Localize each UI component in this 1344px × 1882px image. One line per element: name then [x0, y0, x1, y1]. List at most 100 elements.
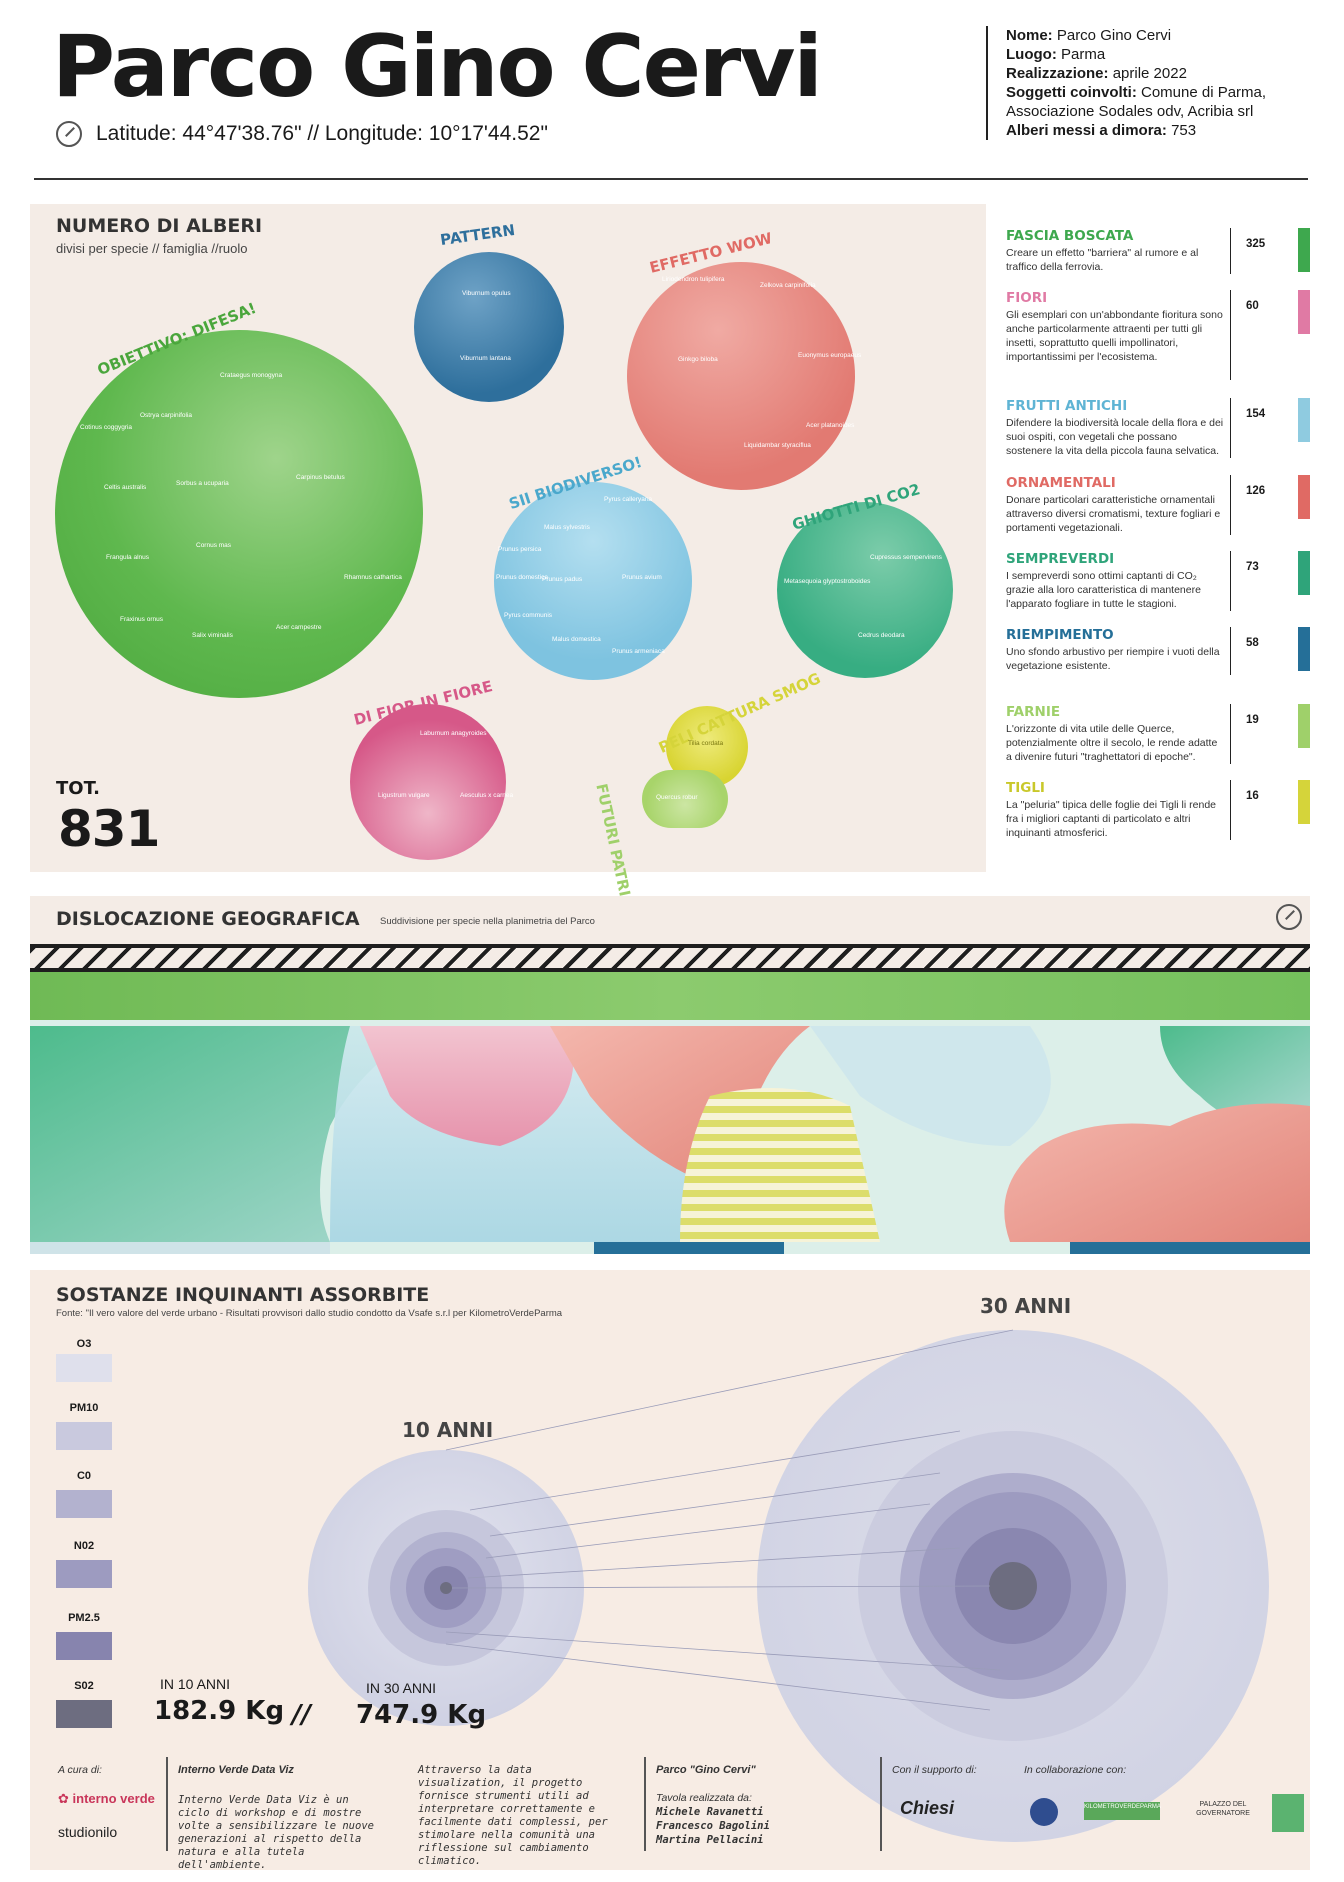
author-0: Michele Ravanetti	[656, 1806, 764, 1818]
ivdv-text-body: Interno Verde Data Viz è un ciclo di wor…	[178, 1794, 374, 1871]
woodland-band	[30, 972, 1310, 1020]
collab-logo-round	[1030, 1798, 1058, 1826]
label-30-years: 30 ANNI	[980, 1294, 1072, 1318]
compass-icon	[56, 121, 82, 147]
total-label: TOT.	[56, 778, 100, 799]
legend-divider	[1230, 398, 1231, 458]
map-area-fiori	[360, 1026, 574, 1146]
tavola-title: Parco "Gino Cervi"	[656, 1764, 756, 1776]
in10-value: 182.9 Kg	[154, 1696, 285, 1726]
legend-item: FIORI Gli esemplari con un'abbondante fi…	[1006, 290, 1326, 380]
meta-value: 753	[1171, 122, 1197, 139]
connector-lines	[445, 1329, 1014, 1711]
legend-item: TIGLI La "peluria" tipica delle foglie d…	[1006, 780, 1326, 840]
chiesi-logo: Chiesi	[900, 1798, 955, 1818]
geo-subtitle: Suddivisione per specie nella planimetri…	[380, 916, 595, 927]
species-label: Acer campestre	[276, 624, 322, 631]
legend-divider	[1230, 627, 1231, 675]
pollutant-label: PM2.5	[68, 1612, 100, 1624]
footer-divider	[166, 1757, 168, 1851]
species-label: Acer platanoides	[806, 422, 855, 429]
meta-label: Luogo:	[1006, 46, 1057, 63]
legend-value: 58	[1246, 637, 1259, 649]
tavola-by: Tavola realizzata da:	[656, 1792, 752, 1804]
species-label: Prunus persica	[498, 546, 542, 553]
species-label: Viburnum lantana	[460, 355, 511, 362]
ivdv-text: Interno Verde Data Viz è un ciclo di wor…	[178, 1794, 374, 1872]
legend-value: 60	[1246, 300, 1259, 312]
legend-title: FARNIE	[1006, 704, 1061, 720]
species-label: Metasequoia glyptostroboides	[784, 578, 871, 585]
legend-desc: I sempreverdi sono ottimi captanti di CO…	[1006, 570, 1201, 610]
total-value: 831	[58, 800, 160, 858]
pollutants-source: Fonte: "Il vero valore del verde urbano …	[56, 1308, 563, 1319]
species-label: Prunus domestica	[496, 574, 549, 581]
pollutant-label: O3	[76, 1338, 92, 1350]
legend-title: FIORI	[1006, 290, 1048, 306]
legend-desc: Uno sfondo arbustivo per riempire i vuot…	[1006, 646, 1220, 672]
map-area-ornamentali	[550, 1026, 810, 1176]
dataviz-text-body: Attraverso la data visualization, il pro…	[418, 1764, 608, 1867]
meta-value: aprile 2022	[1112, 65, 1187, 82]
dataviz-text: Attraverso la data visualization, il pro…	[418, 1764, 614, 1868]
species-label: Cedrus deodara	[858, 632, 905, 639]
species-label: Liquidambar styraciflua	[744, 442, 811, 449]
legend-title: FASCIA BOSCATA	[1006, 228, 1134, 244]
credits-label: A cura di:	[58, 1764, 102, 1776]
species-label: Fraxinus ornus	[120, 616, 163, 623]
legend-title: RIEMPIMENTO	[1006, 627, 1114, 643]
map-strip	[30, 1242, 330, 1254]
legend-desc: Creare un effetto "barriera" al rumore e…	[1006, 247, 1199, 273]
species-label: Liriodendron tulipifera	[662, 276, 725, 283]
ivdv-title: Interno Verde Data Viz	[178, 1764, 294, 1776]
legend-divider	[1230, 475, 1231, 535]
pollutant-label: C0	[76, 1470, 92, 1482]
footer-divider	[644, 1757, 646, 1851]
page-title: Parco Gino Cervi	[52, 17, 823, 117]
meta-value: Comune di Parma, Associazione Sodales od…	[1006, 84, 1267, 120]
species-label: Aesculus x carnea	[460, 792, 514, 799]
species-label: Carpinus betulus	[296, 474, 345, 481]
author-name: Martina Pellacini	[656, 1834, 763, 1847]
legend-item: SEMPREVERDI I sempreverdi sono ottimi ca…	[1006, 551, 1326, 611]
in30-label: IN 30 ANNI	[366, 1680, 437, 1696]
legend-desc: Gli esemplari con un'abbondante fioritur…	[1006, 309, 1223, 363]
legend-desc: Donare particolari caratteristiche ornam…	[1006, 494, 1221, 534]
legend-value: 154	[1246, 408, 1266, 420]
meta-label: Soggetti coinvolti:	[1006, 84, 1137, 101]
label-10-years: 10 ANNI	[402, 1418, 494, 1442]
meta-label: Realizzazione:	[1006, 65, 1109, 82]
co2-circle	[777, 502, 953, 678]
author-2: Martina Pellacini	[656, 1834, 764, 1846]
map-area-ornamentali-east	[1004, 1103, 1310, 1242]
species-label: Euonymus europaeus	[798, 352, 862, 359]
pollutants-title: SOSTANZE INQUINANTI ASSORBITE	[56, 1284, 430, 1306]
author-name: Michele Ravanetti	[656, 1806, 763, 1819]
legend-title: TIGLI	[1006, 780, 1045, 796]
legend-item: ORNAMENTALI Donare particolari caratteri…	[1006, 475, 1326, 535]
geo-panel	[30, 896, 1310, 1254]
geo-title: DISLOCAZIONE GEOGRAFICA	[56, 908, 360, 930]
trees-title: NUMERO DI ALBERI	[56, 215, 263, 237]
legend-divider	[1230, 551, 1231, 611]
map-strip-riempimento	[594, 1242, 784, 1254]
legend-swatch	[1298, 704, 1310, 748]
interno-verde-logo: ✿ interno verde	[58, 1792, 155, 1805]
species-label: Cornus mas	[196, 542, 232, 549]
railway-track	[30, 944, 1310, 972]
map-area-tigli	[680, 1088, 880, 1242]
species-label: Frangula alnus	[106, 554, 149, 561]
park-map	[30, 1020, 1310, 1254]
meta-label: Nome:	[1006, 27, 1053, 44]
pollutant-label: N02	[73, 1540, 95, 1552]
species-label: Ligustrum vulgare	[378, 792, 430, 799]
wow-circle	[627, 262, 855, 490]
legend-title: SEMPREVERDI	[1006, 551, 1115, 567]
legend-title: FRUTTI ANTICHI	[1006, 398, 1128, 414]
footer-divider	[880, 1757, 882, 1851]
species-label: Salix viminalis	[192, 632, 233, 639]
map-area-sempreverdi	[30, 1026, 430, 1242]
pollutants-circles	[308, 1329, 1269, 1842]
pollutant-swatch	[56, 1354, 112, 1382]
meta-info: Nome: Parco Gino Cervi Luogo: Parma Real…	[986, 26, 1286, 140]
